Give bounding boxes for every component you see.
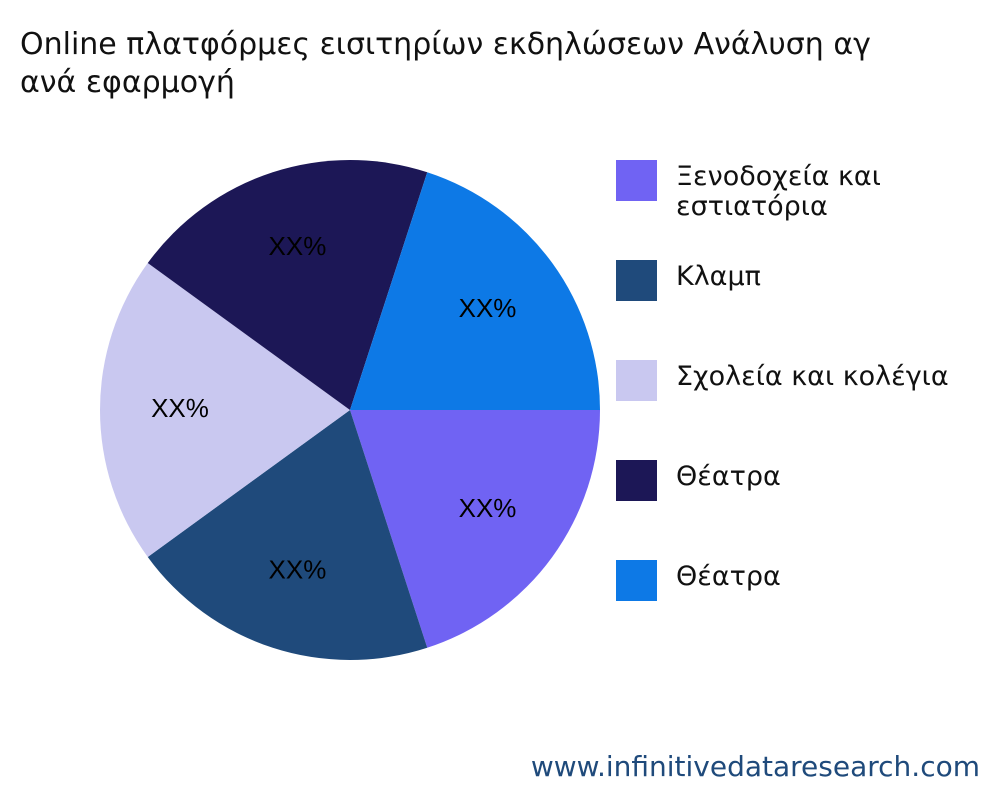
slice-label: XX% [151,393,209,423]
pie-slice [100,263,350,557]
legend-label: Σχολεία και κολέγια [676,361,949,392]
legend-swatch [616,360,657,401]
chart-title: Online πλατφόρμες εισιτηρίων εκδηλώσεων … [20,26,871,102]
pie-slice [147,160,428,410]
legend-entry: Θέατρα [616,460,996,560]
pie-slice [350,172,600,410]
title-line: ανά εφαρμογή [20,65,235,100]
legend-entry: Κλαμπ [616,260,996,360]
slice-label: XX% [269,231,327,261]
legend-swatch [616,460,657,501]
legend-swatch [616,260,657,301]
legend-entry: Ξενοδοχεία και εστιατόρια [616,160,996,260]
footer: www.infinitivedataresearch.com [530,750,980,783]
pie-slice [350,410,600,648]
title-line: Online πλατφόρμες εισιτηρίων εκδηλώσεων … [20,27,871,62]
legend-entry: Θέατρα [616,560,996,660]
slice-label: XX% [269,555,327,585]
legend-swatch [616,560,657,601]
legend-label: Ξενοδοχεία και εστιατόρια [676,161,881,222]
pie-slice [147,410,428,660]
legend-label: Θέατρα [676,561,781,592]
legend-swatch [616,160,657,201]
legend-label: Θέατρα [676,461,781,492]
slice-label: XX% [459,293,517,323]
slice-label: XX% [459,493,517,523]
legend-label: Κλαμπ [676,261,761,292]
legend-entry: Σχολεία και κολέγια [616,360,996,460]
legend: Ξενοδοχεία και εστιατόρια Κλαμπ Σχολεία κα… [616,160,996,660]
